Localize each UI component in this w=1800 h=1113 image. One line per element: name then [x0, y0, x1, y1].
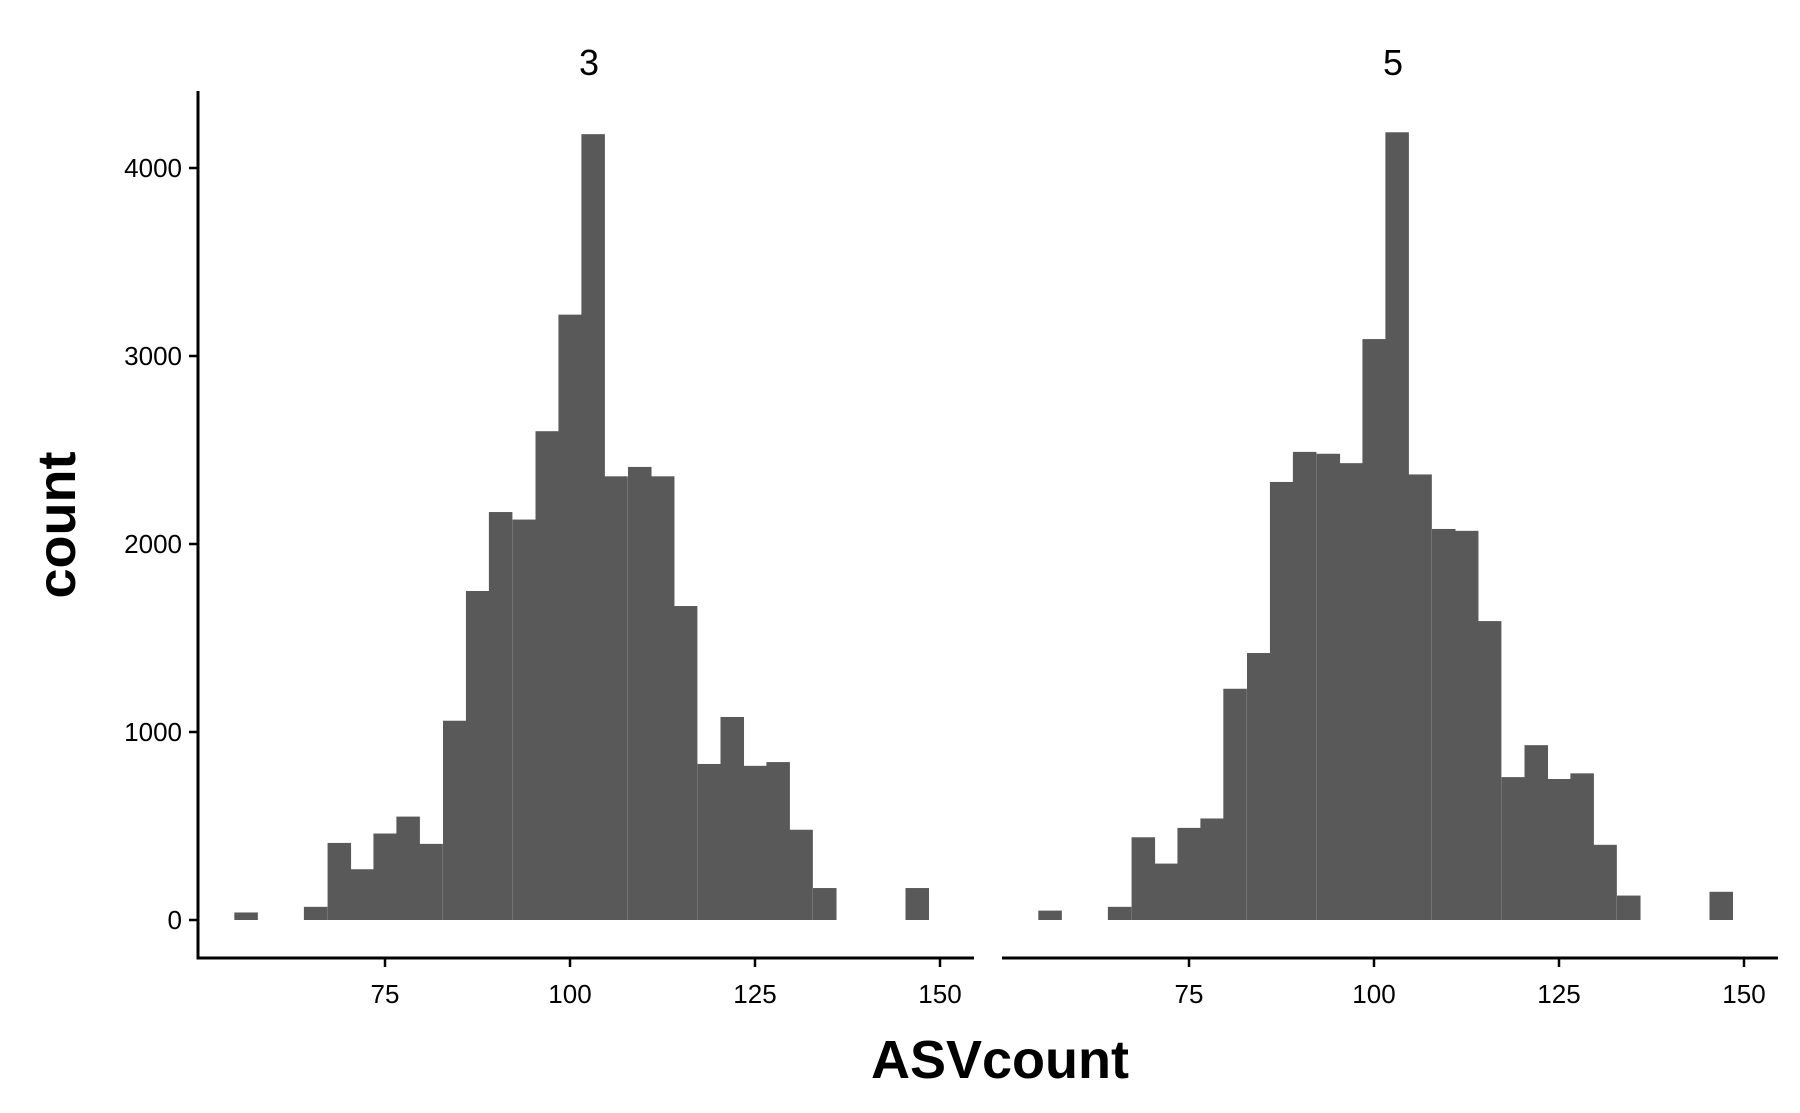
- y-tick-label: 3000: [124, 341, 182, 371]
- histogram-bar: [1501, 777, 1526, 920]
- panels-group: 3 75 100 125 150 5 75 100 125 150: [198, 42, 1778, 1009]
- histogram-bar: [766, 762, 790, 920]
- histogram-bar: [1223, 688, 1247, 920]
- histogram-bar: [743, 765, 767, 920]
- histogram-bar: [488, 512, 513, 920]
- histogram-bar: [419, 843, 443, 920]
- x-tick-label: 75: [371, 979, 400, 1009]
- y-axis-title: count: [27, 452, 87, 599]
- histogram-bar: [327, 842, 352, 920]
- histogram-bar: [1570, 773, 1594, 920]
- histogram-bar: [720, 716, 745, 920]
- x-tick-label: 100: [1352, 979, 1395, 1009]
- histogram-bar: [558, 314, 582, 920]
- histogram-bar: [905, 888, 930, 920]
- facet-panel-3: 3 75 100 125 150: [198, 42, 974, 1009]
- histogram-bar: [1247, 653, 1271, 920]
- histogram-bar: [673, 606, 698, 920]
- facet-strip-label: 3: [579, 42, 599, 83]
- histogram-bar: [581, 134, 605, 920]
- histogram-bar: [1593, 844, 1617, 920]
- histogram-bar: [813, 888, 837, 920]
- histogram-bar: [396, 816, 420, 920]
- histogram-bar: [1038, 910, 1062, 920]
- histogram-bar: [1477, 621, 1502, 920]
- y-tick-label: 4000: [124, 153, 182, 183]
- histogram-bar: [1547, 779, 1571, 920]
- histogram-bar: [1107, 906, 1132, 920]
- y-tick-label: 0: [168, 905, 182, 935]
- histogram-bar: [303, 906, 328, 920]
- histogram-bar: [628, 466, 652, 920]
- histogram-bar: [1709, 891, 1734, 920]
- histogram-bar: [373, 833, 397, 920]
- x-tick-label: 125: [733, 979, 776, 1009]
- histogram-bar: [535, 431, 560, 920]
- histogram-bar: [1177, 827, 1201, 920]
- x-axis-title: ASVcount: [871, 1030, 1129, 1090]
- histogram-bar: [1454, 530, 1479, 920]
- histogram-bar: [1131, 837, 1156, 920]
- x-tick-label: 125: [1537, 979, 1580, 1009]
- histogram-bar: [350, 869, 375, 920]
- histogram-bar: [1200, 818, 1224, 920]
- histogram-bar: [234, 912, 258, 920]
- x-tick-label: 150: [918, 979, 961, 1009]
- histogram-bar: [1339, 463, 1364, 920]
- histogram-bar: [1154, 863, 1179, 920]
- histogram-bar: [1385, 132, 1409, 920]
- x-tick-label: 75: [1175, 979, 1204, 1009]
- x-tick-label: 100: [548, 979, 591, 1009]
- histogram-bar: [465, 591, 490, 920]
- y-tick-label: 1000: [124, 717, 182, 747]
- histogram-bar: [1617, 895, 1641, 920]
- histogram-bar: [1432, 528, 1456, 920]
- x-tick-label: 150: [1722, 979, 1765, 1009]
- facet-strip-label: 5: [1383, 42, 1403, 83]
- y-tick-label: 2000: [124, 529, 182, 559]
- histogram-bar: [1408, 474, 1432, 920]
- facet-panel-5: 5 75 100 125 150: [1002, 42, 1778, 1009]
- histogram-bar: [1524, 745, 1549, 920]
- histogram-bar: [789, 829, 813, 920]
- histogram-bar: [1316, 453, 1341, 920]
- histogram-bar: [1362, 339, 1386, 921]
- histogram-bar: [443, 720, 467, 920]
- histogram-bar: [512, 519, 537, 920]
- histogram-bar: [697, 763, 722, 920]
- histogram-bar: [604, 476, 628, 920]
- y-axis: 0 1000 2000 3000 4000: [124, 91, 200, 960]
- histogram-bar: [1292, 451, 1317, 920]
- histogram-bar: [650, 476, 675, 920]
- histogram-bar: [1269, 481, 1294, 920]
